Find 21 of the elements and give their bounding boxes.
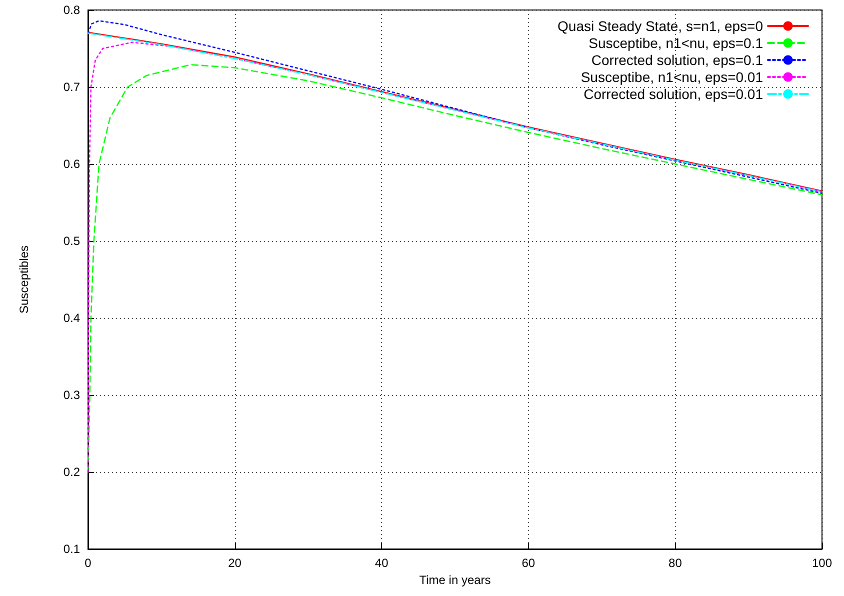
y-tick-label: 0.2 xyxy=(63,465,80,479)
x-tick-label: 80 xyxy=(668,556,682,570)
y-tick-label: 0.6 xyxy=(63,157,80,171)
legend-label: Corrected solution, eps=0.01 xyxy=(584,86,764,102)
legend-label: Quasi Steady State, s=n1, eps=0 xyxy=(558,18,764,34)
y-axis-title: Susceptibles xyxy=(17,245,31,314)
y-tick-label: 0.1 xyxy=(63,542,80,556)
legend-label: Susceptibe, n1<nu, eps=0.1 xyxy=(588,35,764,51)
x-tick-label: 20 xyxy=(228,556,242,570)
y-tick-label: 0.8 xyxy=(63,3,80,17)
x-tick-label: 60 xyxy=(522,556,536,570)
y-tick-label: 0.4 xyxy=(63,311,80,325)
x-tick-label: 100 xyxy=(812,556,832,570)
x-tick-label: 0 xyxy=(84,556,92,570)
legend-label: Susceptibe, n1<nu, eps=0.01 xyxy=(580,69,764,85)
x-axis-title: Time in years xyxy=(419,572,491,587)
x-tick-label: 40 xyxy=(374,556,389,570)
y-tick-label: 0.3 xyxy=(63,388,80,402)
y-tick-label: 0.7 xyxy=(63,80,80,94)
legend-label: Corrected solution, eps=0.1 xyxy=(591,52,764,68)
y-tick-label: 0.5 xyxy=(63,234,80,248)
